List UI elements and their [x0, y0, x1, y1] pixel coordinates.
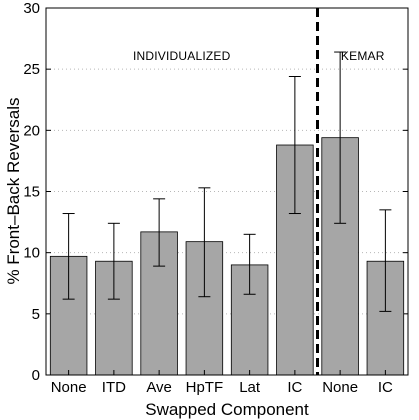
y-tick-label: 0	[32, 367, 40, 384]
x-tick-label: IC	[287, 379, 302, 396]
y-axis-ticks: 0 5 10 15 20 25 30	[23, 0, 408, 384]
x-tick-label: ITD	[102, 379, 126, 396]
x-tick-label: IC	[378, 379, 393, 396]
x-tick-label: HpTF	[186, 379, 224, 396]
x-tick-label: Lat	[239, 379, 261, 396]
y-axis-title: % Front–Back Reversals	[4, 97, 23, 284]
error-bars	[62, 51, 392, 312]
y-tick-label: 15	[23, 184, 40, 201]
x-axis-title: Swapped Component	[145, 400, 309, 419]
x-axis-ticks: None ITD Ave HpTF Lat IC None IC	[51, 370, 393, 396]
y-tick-label: 25	[23, 61, 40, 78]
x-tick-label: None	[51, 379, 87, 396]
group-label-individualized: INDIVIDUALIZED	[133, 49, 231, 63]
y-tick-label: 20	[23, 122, 40, 139]
group-label-kemar: KEMAR	[341, 49, 385, 63]
y-tick-label: 10	[23, 245, 40, 262]
plot-frame	[45, 7, 409, 376]
y-tick-label: 5	[32, 306, 40, 323]
x-tick-label: None	[322, 379, 358, 396]
x-tick-label: Ave	[146, 379, 172, 396]
y-tick-label: 30	[23, 0, 40, 17]
